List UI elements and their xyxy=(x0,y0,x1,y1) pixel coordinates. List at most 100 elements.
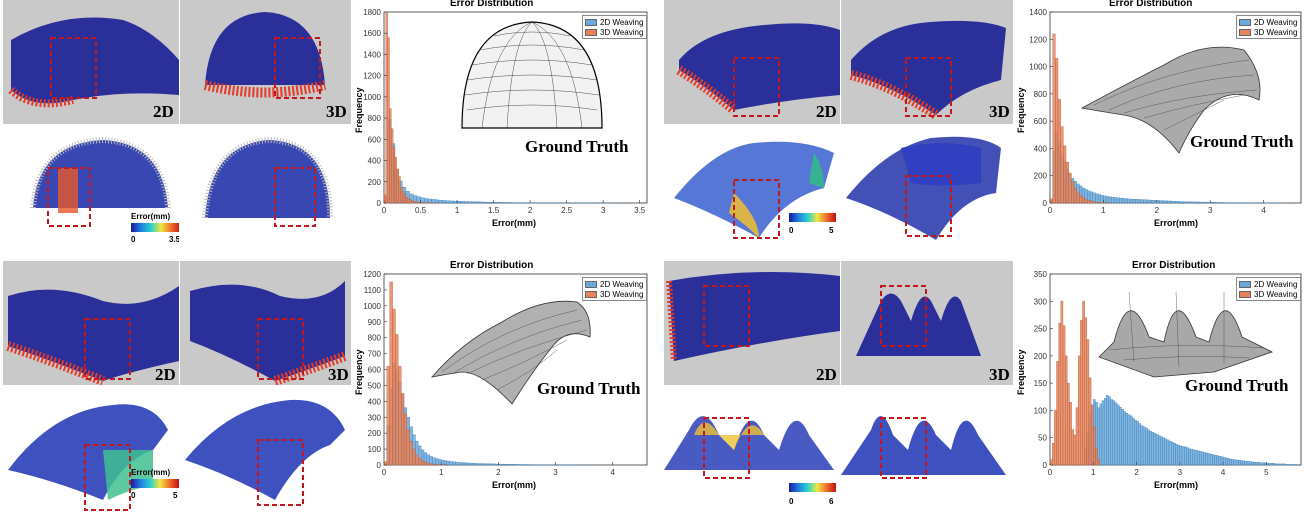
bar-2d-weaving xyxy=(504,202,509,204)
ground-truth-label: Ground Truth xyxy=(1185,376,1289,395)
heatmap-2d-arch: Error(mm) 0 5 xyxy=(3,390,179,514)
legend-swatch xyxy=(585,28,597,36)
y-tick-label: 200 xyxy=(368,429,382,438)
bar-3d-weaving xyxy=(1092,201,1096,204)
heatmap-illustration xyxy=(185,399,345,506)
bar-2d-weaving xyxy=(512,464,516,466)
bar-2d-weaving xyxy=(486,201,491,204)
bar-3d-weaving xyxy=(411,200,414,204)
chart-legend: 2D Weaving 3D Weaving xyxy=(582,15,648,39)
bar-2d-weaving xyxy=(497,202,502,204)
photo-3d-bumps: 3D xyxy=(841,261,1013,385)
legend-swatch xyxy=(1239,280,1251,288)
colorbar xyxy=(789,213,836,222)
bar-3d-weaving xyxy=(1097,459,1100,466)
y-tick-label: 1400 xyxy=(1029,8,1047,17)
bar-2d-weaving xyxy=(1272,463,1276,466)
bar-3d-weaving xyxy=(386,366,390,466)
heatmap-illustration xyxy=(664,416,834,479)
heatmap-3d-arch xyxy=(180,390,351,514)
bar-3d-weaving xyxy=(412,448,416,466)
bar-2d-weaving xyxy=(1240,460,1243,466)
bar-2d-weaving xyxy=(1268,463,1271,466)
x-tick-label: 2 xyxy=(496,468,501,477)
x-tick-label: 4 xyxy=(610,468,615,477)
y-tick-label: 1100 xyxy=(364,286,382,295)
fabric-illustration xyxy=(849,20,1006,120)
x-tick-label: 3 xyxy=(601,206,606,215)
bar-2d-weaving xyxy=(1215,202,1219,204)
bar-2d-weaving xyxy=(1259,462,1263,466)
bar-2d-weaving xyxy=(1207,202,1211,204)
bar-2d-weaving xyxy=(434,199,439,204)
bar-3d-weaving xyxy=(1075,407,1079,466)
bar-2d-weaving xyxy=(1111,197,1115,204)
bar-3d-weaving xyxy=(426,462,430,466)
bar-2d-weaving xyxy=(1108,196,1112,204)
y-tick-label: 1200 xyxy=(363,72,381,81)
x-axis-label: Error(mm) xyxy=(492,480,537,490)
chart-svg: 0 200 400 600 800 1000 1200 1400 0 1 2 3 4 xyxy=(1029,8,1302,215)
bar-2d-weaving xyxy=(1214,455,1217,466)
bar-2d-weaving xyxy=(1244,461,1248,466)
heatmap-3d-bumps xyxy=(841,390,1013,514)
bar-2d-weaving xyxy=(469,462,473,466)
bar-2d-weaving xyxy=(1194,201,1198,204)
photo-3d-arch: 3D xyxy=(180,261,351,385)
bar-2d-weaving xyxy=(1173,443,1176,466)
x-tick-label: 1 xyxy=(1091,468,1096,477)
bar-3d-weaving xyxy=(1052,33,1056,204)
colorbar-min: 0 xyxy=(131,235,136,244)
bar-2d-weaving xyxy=(441,459,445,466)
legend-swatch xyxy=(585,290,597,298)
bar-3d-weaving xyxy=(1088,377,1092,466)
legend-swatch xyxy=(1239,28,1251,36)
bar-2d-weaving xyxy=(472,463,476,466)
bar-2d-weaving xyxy=(1105,196,1109,204)
legend-label: 2D Weaving xyxy=(600,279,644,289)
bar-2d-weaving xyxy=(1097,194,1101,204)
bar-3d-weaving xyxy=(1071,429,1074,466)
bar-2d-weaving xyxy=(475,201,480,204)
legend-label: 2D Weaving xyxy=(1254,279,1298,289)
bar-2d-weaving xyxy=(1175,201,1179,204)
fabric-illustration xyxy=(8,17,179,108)
bar-2d-weaving xyxy=(1190,449,1193,466)
photo-2d-dome: 2D xyxy=(3,0,179,124)
tag-3d: 3D xyxy=(326,102,347,121)
bar-3d-weaving xyxy=(1062,325,1066,466)
colorbar xyxy=(131,479,179,488)
bar-3d-weaving xyxy=(1067,382,1070,466)
legend-label: 3D Weaving xyxy=(600,27,644,37)
bar-2d-weaving xyxy=(1229,458,1232,466)
bar-3d-weaving xyxy=(1052,443,1055,466)
bar-3d-weaving xyxy=(432,464,436,466)
legend-label: 3D Weaving xyxy=(1254,289,1298,299)
bar-2d-weaving xyxy=(1270,463,1274,466)
bar-2d-weaving xyxy=(1238,459,1241,466)
chart-error-distribution-saddle: 0 200 400 600 800 1000 1200 1400 0 1 2 3 4 Error Dis… xyxy=(1014,0,1311,235)
bar-2d-weaving xyxy=(1227,458,1230,466)
bar-3d-weaving xyxy=(1097,202,1101,204)
chart-legend: 2D Weaving 3D Weaving xyxy=(1236,277,1302,301)
chart-legend: 2D Weaving 3D Weaving xyxy=(582,277,648,301)
y-tick-label: 1800 xyxy=(363,8,381,17)
y-tick-label: 0 xyxy=(1043,461,1048,470)
photo-3d-dome: 3D xyxy=(180,0,351,124)
bar-2d-weaving xyxy=(1136,421,1139,466)
fabric-illustration xyxy=(666,272,840,362)
bar-2d-weaving xyxy=(508,202,512,204)
bar-2d-weaving xyxy=(1164,438,1167,466)
bar-2d-weaving xyxy=(1140,199,1144,204)
bar-2d-weaving xyxy=(1210,202,1214,204)
fabric-illustration xyxy=(190,281,347,385)
y-tick-label: 400 xyxy=(1034,144,1048,153)
bar-2d-weaving xyxy=(1188,448,1191,466)
bar-2d-weaving xyxy=(1132,417,1135,466)
x-tick-label: 2.5 xyxy=(561,206,573,215)
bar-2d-weaving xyxy=(1137,199,1141,204)
bar-3d-weaving xyxy=(418,458,422,466)
bar-3d-weaving xyxy=(1049,198,1053,204)
bar-2d-weaving xyxy=(455,461,459,466)
bar-2d-weaving xyxy=(1220,456,1224,466)
